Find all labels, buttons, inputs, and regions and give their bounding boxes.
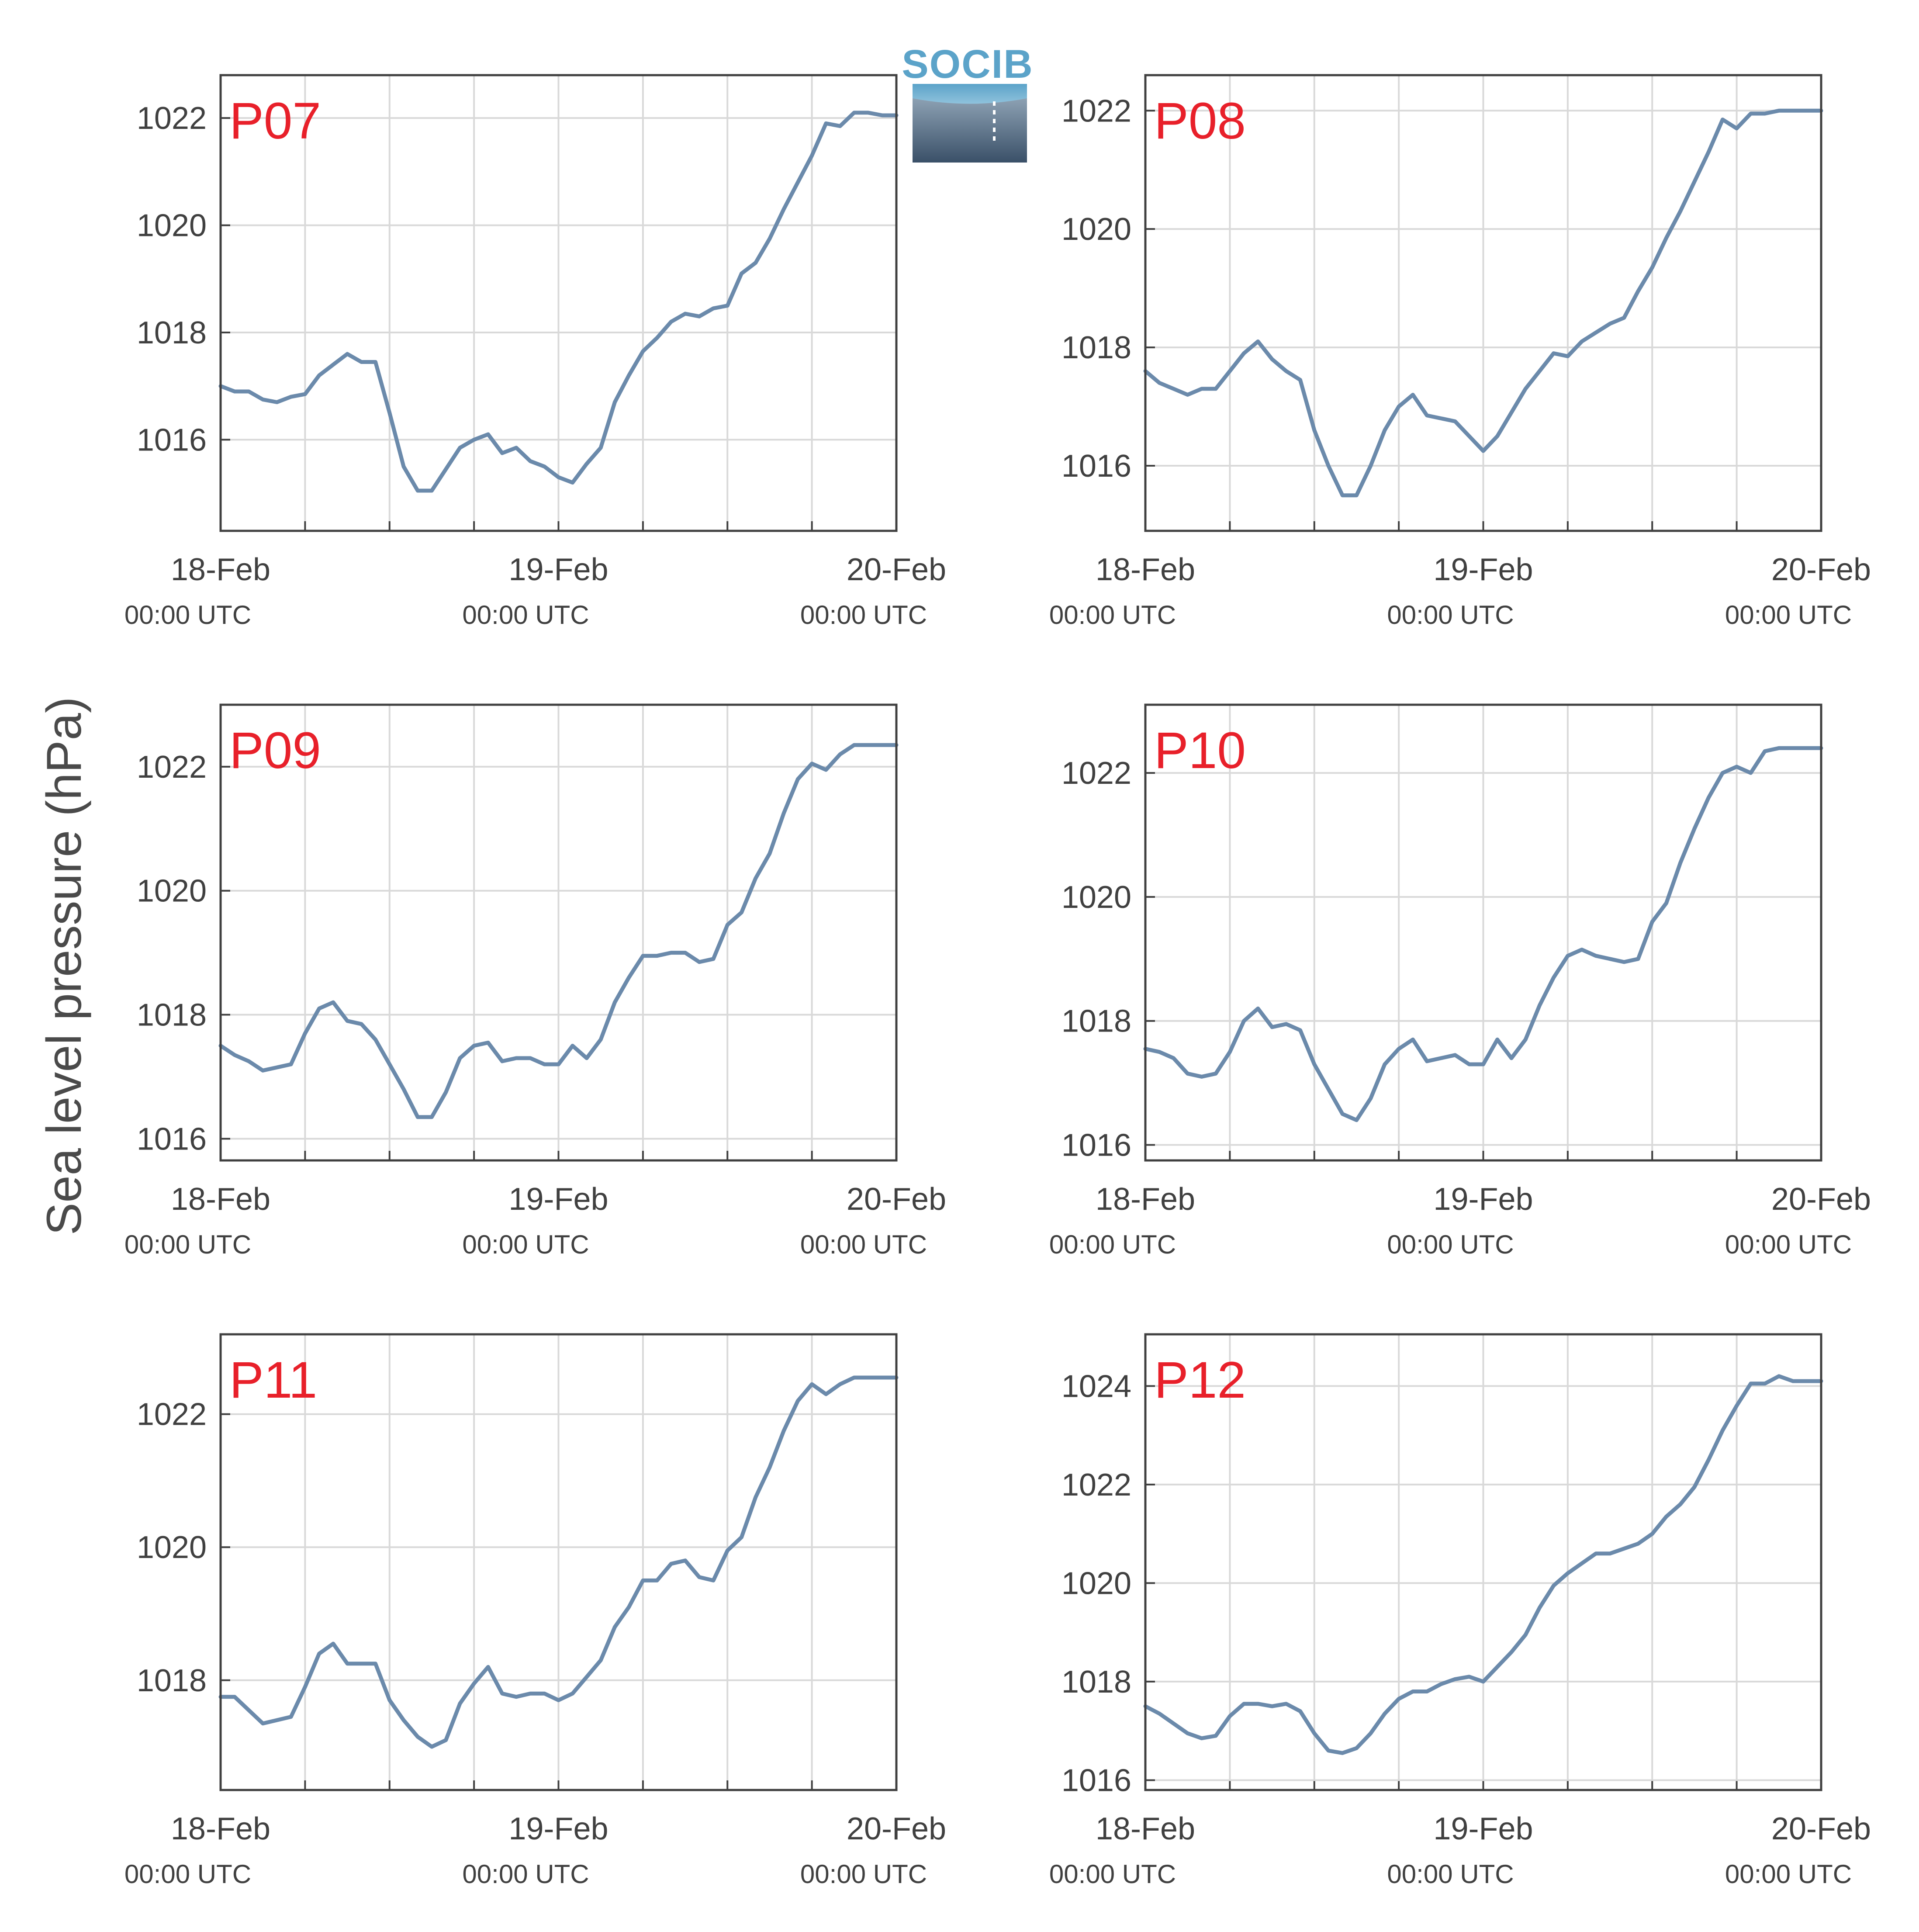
- x-tick-date: 20-Feb: [1771, 1182, 1871, 1217]
- x-tick-date: 20-Feb: [1771, 552, 1871, 587]
- plot-frame: [219, 1333, 898, 1791]
- y-tick-label: 1018: [137, 998, 207, 1033]
- chart-panel-p10: 1016 1018 1020 1022 18-Feb 00:00 UTC 19-Feb 00:…: [1049, 703, 1871, 1259]
- x-tick-time: 00:00 UTC: [1049, 1859, 1176, 1889]
- station-label: P07: [229, 92, 321, 150]
- chart-panel-p07: 1016 1018 1020 1022 18-Feb 00:00 UTC 19-Feb 00:…: [124, 74, 946, 630]
- y-tick-label: 1018: [1062, 1665, 1131, 1700]
- y-tick-label: 1018: [1062, 330, 1131, 365]
- plot-frame: [219, 74, 898, 532]
- pressure-series-line: [218, 111, 899, 493]
- socib-logo: SOCIB: [902, 42, 1033, 163]
- x-tick-date: 19-Feb: [1433, 1182, 1533, 1217]
- chart-panel-p09: 1016 1018 1020 1022 18-Feb 00:00 UTC 19-Feb 00:…: [124, 703, 946, 1259]
- station-label: P10: [1154, 722, 1246, 779]
- x-tick-date: 19-Feb: [508, 1182, 608, 1217]
- pressure-series-line: [1143, 108, 1823, 498]
- y-tick-label: 1022: [1062, 756, 1131, 791]
- x-tick-time: 00:00 UTC: [124, 1230, 251, 1259]
- y-tick-label: 1018: [137, 1663, 207, 1698]
- station-label: P12: [1154, 1351, 1246, 1409]
- x-tick-time: 00:00 UTC: [462, 1230, 589, 1259]
- y-tick-label: 1020: [1062, 1566, 1131, 1601]
- y-tick-label: 1024: [1062, 1369, 1131, 1404]
- y-tick-label: 1016: [1062, 449, 1131, 484]
- y-tick-label: 1020: [137, 208, 207, 243]
- y-tick-label: 1016: [1062, 1763, 1131, 1798]
- plot-frame: [1144, 1333, 1822, 1791]
- y-tick-label: 1022: [137, 101, 207, 136]
- x-tick-date: 19-Feb: [508, 552, 608, 587]
- pressure-series-line: [1143, 1374, 1823, 1755]
- chart-panel-p11: 1018 1020 1022 18-Feb 00:00 UTC 19-Feb 00:00 U…: [124, 1333, 946, 1889]
- pressure-series-line: [218, 743, 899, 1119]
- x-tick-date: 19-Feb: [1433, 552, 1533, 587]
- x-tick-date: 20-Feb: [847, 552, 946, 587]
- y-axis-label: Sea level pressure (hPa): [37, 697, 91, 1236]
- y-tick-label: 1020: [1062, 212, 1131, 247]
- pressure-series-line: [1143, 746, 1823, 1122]
- x-tick-date: 18-Feb: [1096, 1182, 1195, 1217]
- plot-frame: [1144, 703, 1822, 1162]
- y-tick-label: 1020: [1062, 880, 1131, 915]
- y-tick-label: 1022: [137, 1397, 207, 1432]
- station-label: P11: [229, 1351, 317, 1409]
- x-tick-date: 18-Feb: [171, 1182, 270, 1217]
- x-tick-date: 18-Feb: [1096, 552, 1195, 587]
- y-tick-label: 1022: [137, 750, 207, 785]
- x-tick-time: 00:00 UTC: [462, 600, 589, 630]
- y-tick-label: 1018: [137, 315, 207, 350]
- x-tick-date: 19-Feb: [508, 1811, 608, 1846]
- station-label: P08: [1154, 92, 1246, 150]
- chart-panel-p08: 1016 1018 1020 1022 18-Feb 00:00 UTC 19-Feb 00:…: [1049, 74, 1871, 630]
- y-tick-label: 1016: [137, 1122, 207, 1156]
- x-tick-date: 18-Feb: [171, 1811, 270, 1846]
- y-tick-label: 1022: [1062, 1468, 1131, 1503]
- x-tick-time: 00:00 UTC: [800, 1859, 927, 1889]
- x-tick-time: 00:00 UTC: [1049, 1230, 1176, 1259]
- x-tick-date: 18-Feb: [1096, 1811, 1195, 1846]
- x-tick-time: 00:00 UTC: [1725, 600, 1852, 630]
- x-tick-time: 00:00 UTC: [1387, 1230, 1514, 1259]
- x-tick-time: 00:00 UTC: [124, 1859, 251, 1889]
- y-tick-label: 1020: [137, 1530, 207, 1565]
- y-tick-label: 1016: [1062, 1128, 1131, 1163]
- y-tick-label: 1018: [1062, 1004, 1131, 1039]
- x-tick-time: 00:00 UTC: [1387, 1859, 1514, 1889]
- y-tick-label: 1016: [137, 422, 207, 457]
- x-tick-time: 00:00 UTC: [1387, 600, 1514, 630]
- x-tick-time: 00:00 UTC: [800, 1230, 927, 1259]
- x-tick-time: 00:00 UTC: [1725, 1230, 1852, 1259]
- pressure-series-line: [218, 1375, 899, 1749]
- x-tick-time: 00:00 UTC: [1725, 1859, 1852, 1889]
- plot-frame: [219, 703, 898, 1162]
- x-tick-date: 20-Feb: [847, 1811, 946, 1846]
- x-tick-date: 20-Feb: [1771, 1811, 1871, 1846]
- x-tick-date: 18-Feb: [171, 552, 270, 587]
- x-tick-time: 00:00 UTC: [462, 1859, 589, 1889]
- station-label: P09: [229, 722, 321, 779]
- y-tick-label: 1020: [137, 874, 207, 909]
- x-tick-time: 00:00 UTC: [1049, 600, 1176, 630]
- x-tick-date: 20-Feb: [847, 1182, 946, 1217]
- y-tick-label: 1022: [1062, 93, 1131, 128]
- x-tick-date: 19-Feb: [1433, 1811, 1533, 1846]
- socib-logo-text: SOCIB: [902, 42, 1033, 87]
- plot-frame: [1144, 74, 1822, 532]
- x-tick-time: 00:00 UTC: [800, 600, 927, 630]
- chart-panel-p12: 1016 1018 1020 1022 1024 18-Feb 00:00 UTC 19-Fe…: [1049, 1333, 1871, 1889]
- x-tick-time: 00:00 UTC: [124, 600, 251, 630]
